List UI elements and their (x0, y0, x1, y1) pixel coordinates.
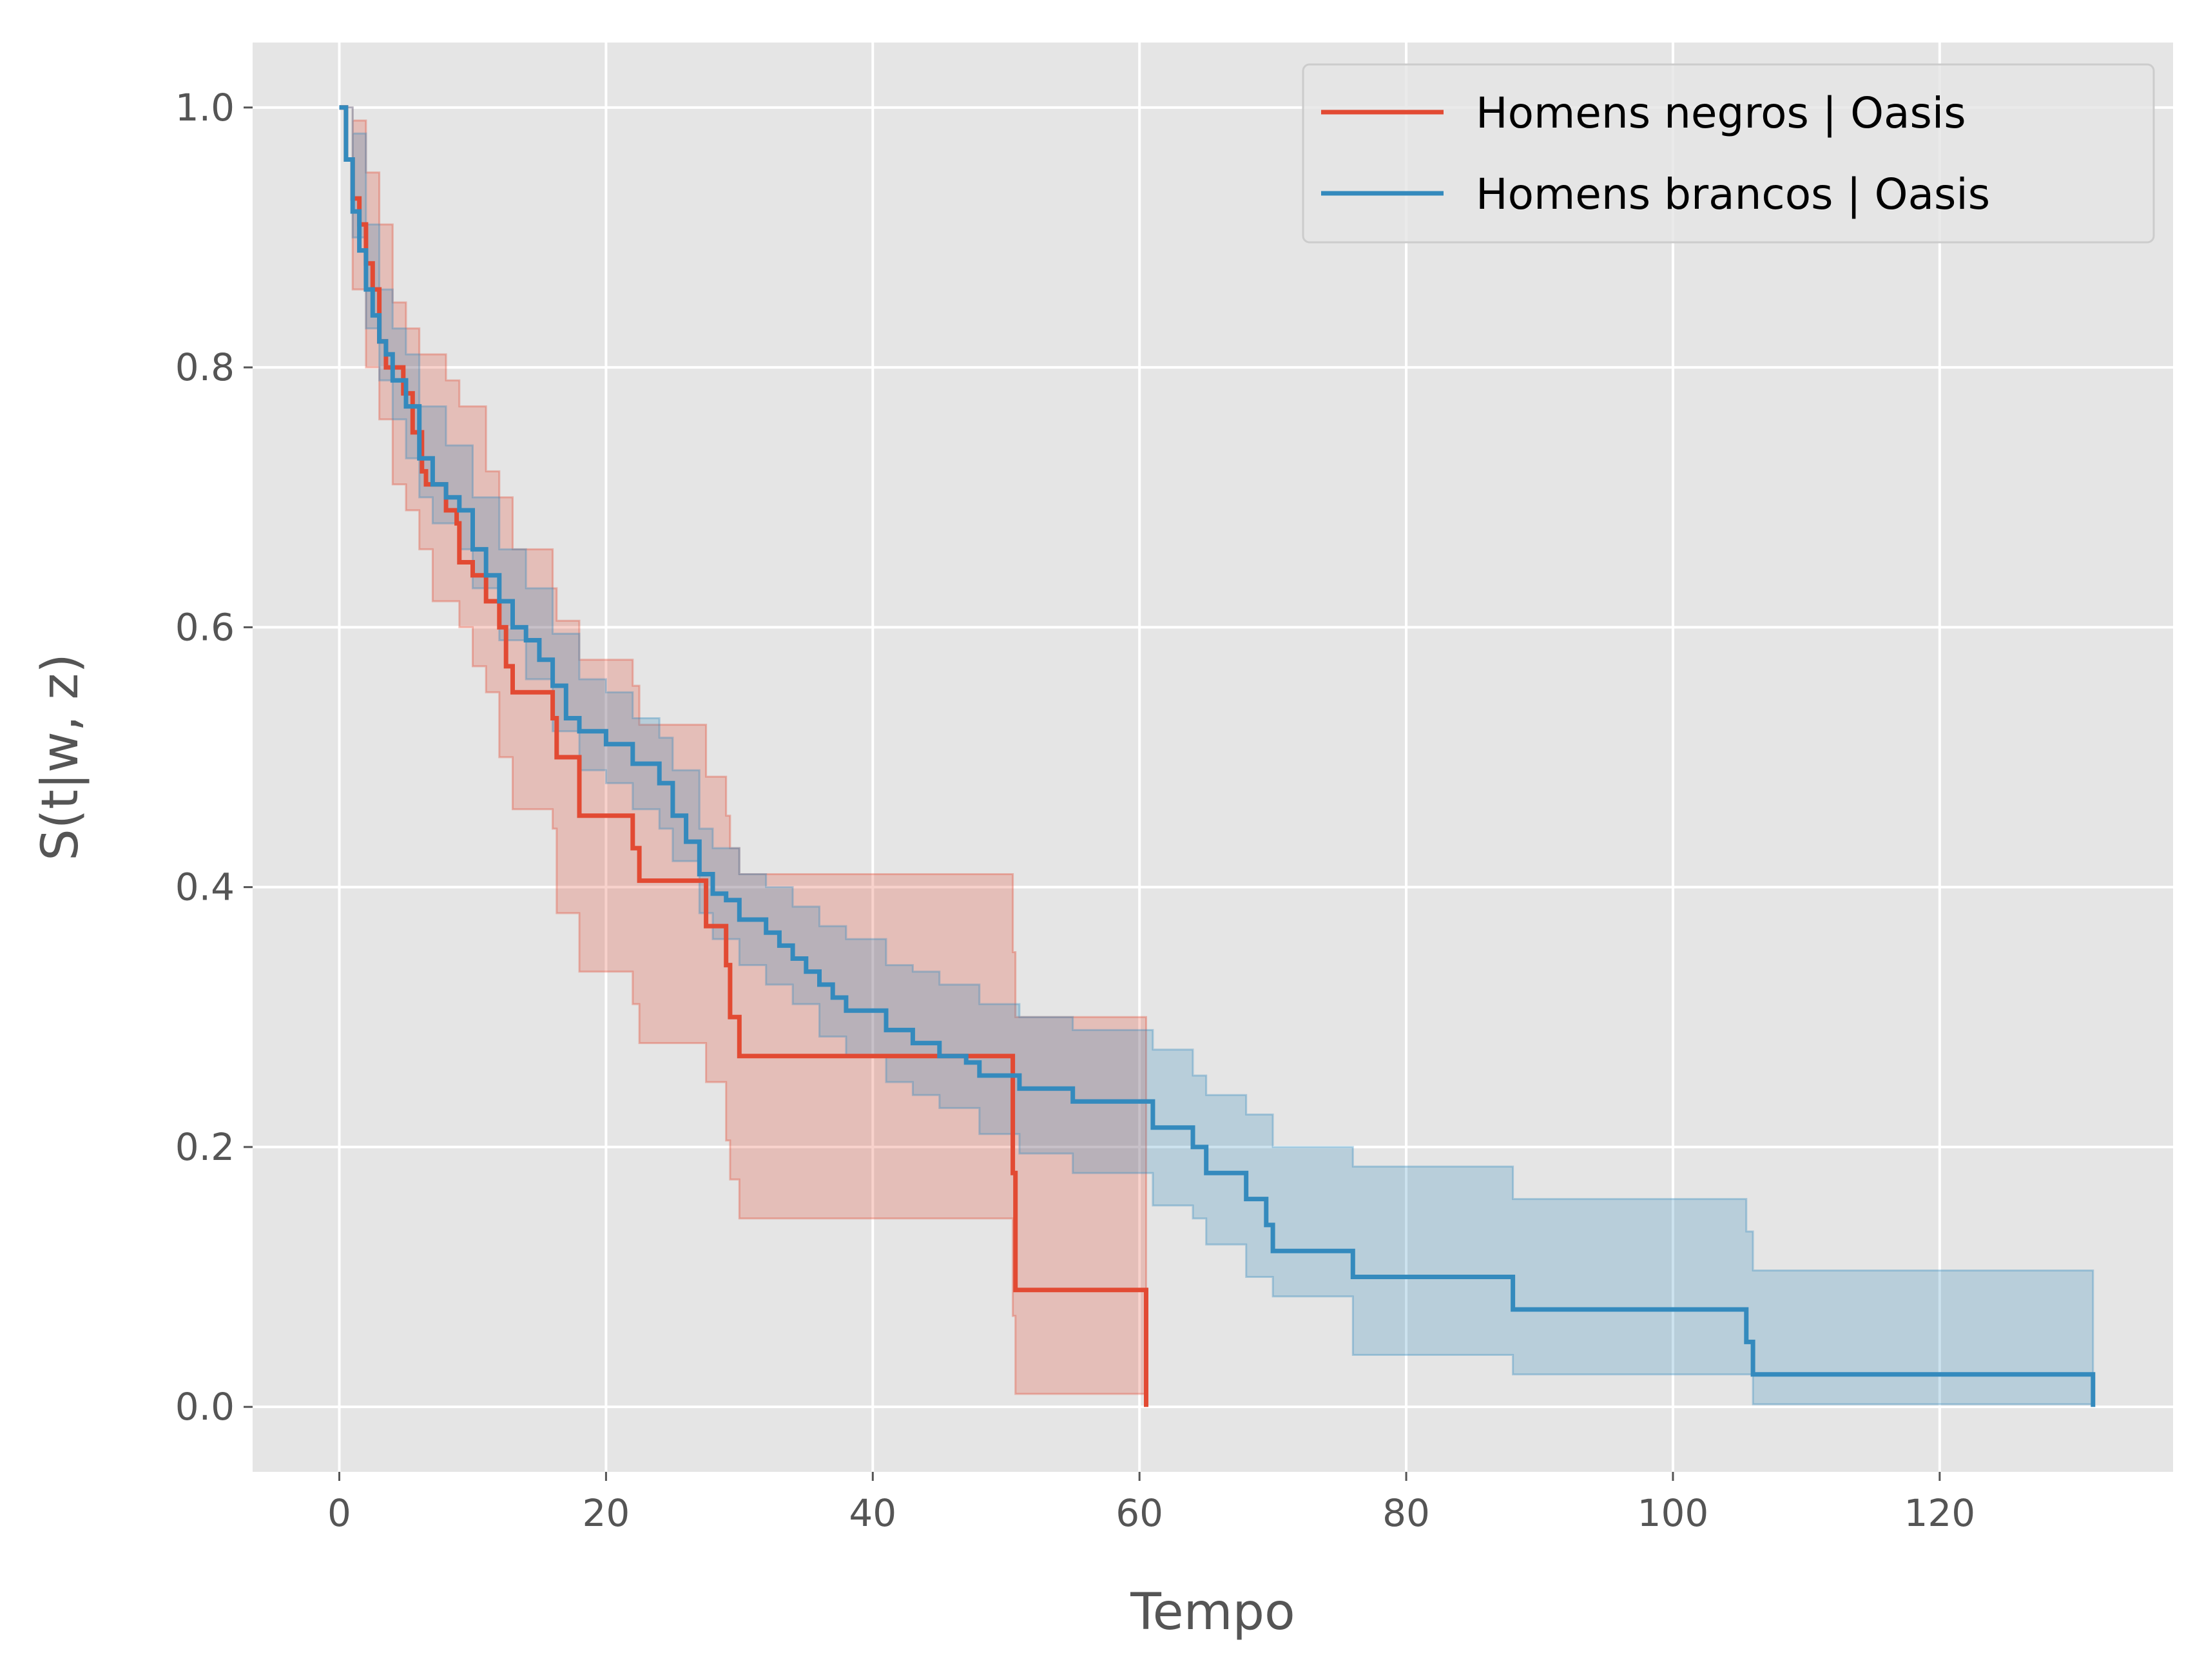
y-tick-label-1: 0.2 (175, 1125, 235, 1169)
legend-box (1302, 63, 2155, 244)
y-tick-label-4: 0.8 (175, 345, 235, 389)
survival-lines (339, 105, 2096, 1407)
legend-label-0: Homens negros | Oasis (1476, 88, 1966, 138)
x-tick-label-5: 100 (1638, 1491, 1709, 1535)
y-axis-ticks: 0.0 0.2 0.4 0.6 0.8 1.0 (175, 86, 253, 1429)
survival-line-0 (339, 105, 1148, 1407)
legend: Homens negros | Oasis Homens brancos | Oa… (1302, 63, 2155, 244)
x-tick-label-1: 20 (582, 1491, 630, 1535)
x-tick-label-4: 80 (1382, 1491, 1430, 1535)
x-tick-label-3: 60 (1116, 1491, 1163, 1535)
x-tick-label-2: 40 (849, 1491, 896, 1535)
y-tick-label-5: 1.0 (175, 86, 235, 130)
grid (253, 43, 2173, 1472)
x-axis-ticks: 0 20 40 60 80 100 120 (327, 1472, 1975, 1535)
survival-line-1 (339, 105, 2096, 1407)
y-axis-label: S(t|w, z) (32, 653, 90, 861)
x-axis-label: Tempo (1130, 1583, 1295, 1641)
y-tick-label-0: 0.0 (175, 1385, 235, 1429)
x-tick-label-6: 120 (1904, 1491, 1975, 1535)
y-tick-label-3: 0.6 (175, 605, 235, 649)
x-tick-label-0: 0 (327, 1491, 351, 1535)
confidence-band-0 (339, 106, 1147, 1395)
legend-label-1: Homens brancos | Oasis (1476, 169, 1990, 219)
y-tick-label-2: 0.4 (175, 865, 235, 909)
